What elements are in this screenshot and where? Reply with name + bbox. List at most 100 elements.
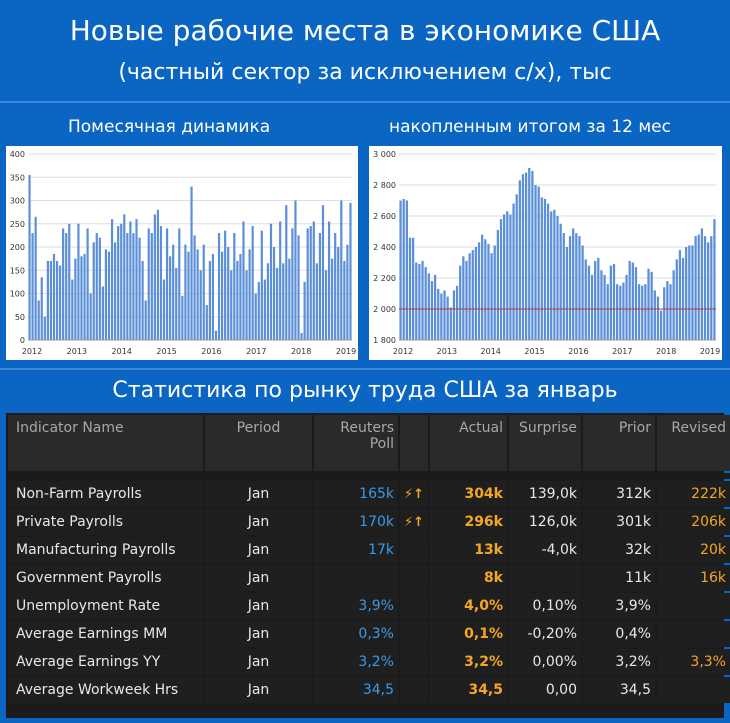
indicator-name: Private Payrolls — [8, 509, 203, 535]
bar — [62, 228, 65, 340]
bar — [202, 244, 205, 340]
surprise-flag-icon — [400, 621, 428, 647]
bar — [300, 333, 303, 340]
bar — [321, 205, 325, 340]
bar — [581, 245, 584, 340]
poll-cell: 3,9% — [314, 593, 398, 619]
col-header-prior: Prior — [583, 415, 655, 471]
bar — [309, 226, 312, 340]
surprise-cell: 139,0k — [509, 481, 581, 507]
bar — [318, 233, 322, 340]
bar — [37, 300, 40, 340]
bar — [546, 203, 550, 340]
bar — [411, 237, 415, 340]
table-row: Average Workweek Hrs Jan 34,5 34,5 0,00 34,5 — [8, 677, 730, 703]
title-banner: Новые рабочие места в экономике США (час… — [0, 0, 730, 100]
revised-cell: 20k — [657, 537, 730, 563]
indicator-name: Average Earnings MM — [8, 621, 203, 647]
chart-left-svg: 0 50 100 150 200 250 300 350 400 2012 2013 2014 2015… — [10, 150, 356, 356]
bar — [138, 237, 141, 340]
bar — [272, 247, 276, 340]
y-tick-label: 150 — [10, 266, 25, 275]
bar — [46, 260, 49, 340]
bar — [634, 267, 638, 340]
x-tick-label: 2014 — [481, 347, 501, 356]
bar — [334, 233, 337, 340]
y-tick-label: 2 000 — [373, 305, 396, 314]
bar — [622, 282, 625, 340]
bar — [459, 265, 462, 340]
prior-cell: 3,2% — [583, 649, 655, 675]
bar — [34, 216, 37, 340]
main-title: Новые рабочие места в экономике США — [69, 14, 661, 47]
actual-cell: 13k — [430, 537, 507, 563]
bar — [700, 228, 704, 340]
x-tick-label: 2019 — [700, 347, 720, 356]
col-header-revised: Revised — [657, 415, 730, 471]
bar — [616, 284, 619, 340]
bar — [559, 223, 562, 340]
bar — [110, 219, 114, 340]
indicator-name: Unemployment Rate — [8, 593, 203, 619]
x-tick-label: 2018 — [656, 347, 676, 356]
bar — [421, 260, 424, 340]
bar — [49, 260, 53, 340]
bar — [641, 285, 644, 340]
period-cell: Jan — [205, 509, 312, 535]
period-cell: Jan — [205, 621, 312, 647]
col-header-actual: Actual — [430, 415, 507, 471]
bar — [132, 233, 135, 340]
x-tick-label: 2019 — [336, 347, 356, 356]
y-tick-label: 2 600 — [373, 212, 396, 221]
bar — [77, 223, 80, 340]
bar — [184, 244, 187, 340]
poll-cell: 3,2% — [314, 649, 398, 675]
bar — [437, 288, 440, 340]
bar — [251, 226, 254, 340]
bar — [565, 247, 569, 340]
bar — [144, 300, 147, 340]
bar — [205, 305, 208, 341]
y-tick-label: 1 800 — [373, 336, 396, 345]
bar — [637, 284, 641, 340]
revised-cell: 16k — [657, 565, 730, 591]
col-header-surprise: Surprise — [509, 415, 581, 471]
bar — [98, 237, 101, 340]
bar — [86, 228, 89, 340]
bar — [92, 242, 95, 340]
bar — [430, 281, 434, 340]
divider — [0, 368, 730, 370]
bar — [625, 274, 628, 340]
bar — [288, 258, 291, 341]
bar — [239, 253, 242, 340]
bar — [408, 237, 412, 340]
surprise-cell: -0,20% — [509, 621, 581, 647]
bar — [528, 167, 531, 340]
bar — [211, 253, 215, 340]
table-row: Average Earnings MM Jan 0,3% 0,1% -0,20% 0,4% — [8, 621, 730, 647]
bar — [306, 228, 309, 340]
bar — [68, 223, 71, 340]
poll-cell: 170k — [314, 509, 398, 535]
y-tick-label: 100 — [10, 290, 25, 299]
bar — [499, 219, 503, 340]
bar — [619, 285, 622, 340]
bar — [147, 228, 150, 340]
table-spacer — [8, 473, 730, 479]
poll-cell: 165k — [314, 481, 398, 507]
bar — [83, 253, 86, 340]
bar — [324, 270, 328, 340]
bar — [487, 243, 490, 340]
x-tick-label: 2012 — [393, 347, 413, 356]
bar — [269, 223, 273, 340]
bar — [578, 236, 581, 340]
actual-cell: 0,1% — [430, 621, 507, 647]
bar — [490, 253, 493, 340]
bar — [402, 198, 405, 340]
bar — [285, 205, 288, 340]
table-row: Average Earnings YY Jan 3,2% 3,2% 0,00% 3,2% 3… — [8, 649, 730, 675]
surprise-flag-icon — [400, 537, 428, 563]
bar — [465, 260, 468, 340]
surprise-flag-icon — [400, 677, 428, 703]
bar — [597, 257, 600, 340]
